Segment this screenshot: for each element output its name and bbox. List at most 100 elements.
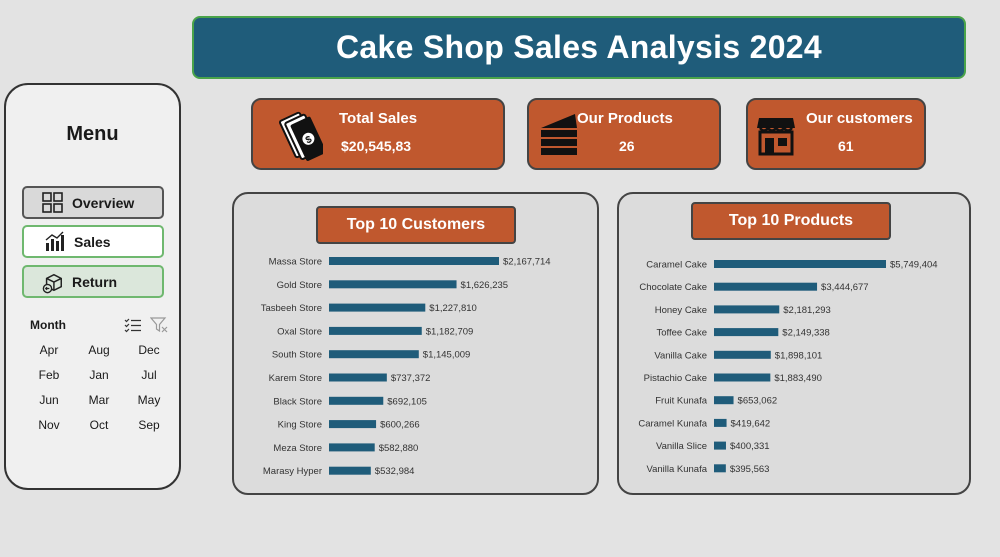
category-label: Vanilla Kunafa: [646, 464, 707, 475]
bar: [329, 280, 457, 289]
value-label: $692,105: [387, 396, 427, 407]
category-label: Fruit Kunafa: [655, 396, 707, 407]
month-item[interactable]: Jul: [141, 368, 157, 382]
our-customers-card: Our customers 61: [746, 98, 926, 170]
total-sales-value: $20,545,83: [341, 138, 412, 154]
category-label: Tasbeeh Store: [261, 303, 322, 314]
our-products-card: Our Products 26: [527, 98, 721, 170]
category-label: Chocolate Cake: [639, 282, 707, 293]
month-item[interactable]: Jan: [89, 368, 109, 382]
sales-button[interactable]: Sales: [22, 225, 164, 258]
value-label: $2,181,293: [783, 305, 831, 316]
value-label: $737,372: [391, 373, 431, 384]
menu-title: Menu: [66, 123, 119, 145]
grid-icon: [42, 191, 64, 214]
value-label: $1,898,101: [775, 350, 823, 361]
category-label: Vanilla Slice: [656, 441, 707, 452]
total-sales-title: Total Sales: [339, 110, 418, 127]
total-sales-card: $ Total Sales $20,545,83: [251, 98, 505, 170]
value-label: $653,062: [738, 396, 778, 407]
our-customers-title: Our customers: [806, 110, 913, 127]
value-label: $600,266: [380, 420, 420, 431]
bar: [329, 326, 422, 335]
month-item[interactable]: Aug: [88, 343, 110, 357]
category-label: Gold Store: [277, 280, 322, 291]
category-label: Meza Store: [273, 443, 322, 454]
month-item[interactable]: Feb: [38, 368, 60, 382]
category-label: Marasy Hyper: [263, 466, 322, 477]
top-products-title: Top 10 Products: [728, 212, 854, 229]
value-label: $419,642: [731, 418, 771, 429]
top-customers-header: Top 10 Customers: [316, 206, 516, 244]
month-slicer-label: Month: [30, 318, 66, 332]
month-item[interactable]: Apr: [39, 343, 59, 357]
store-icon: [756, 114, 796, 161]
top-products-header: Top 10 Products: [691, 202, 891, 240]
bar: [714, 373, 771, 382]
our-customers-value: 61: [838, 138, 854, 154]
bar: [329, 443, 375, 452]
category-label: King Store: [278, 420, 322, 431]
money-icon: $: [277, 108, 327, 167]
value-label: $2,167,714: [503, 257, 551, 268]
return-label: Return: [72, 273, 118, 290]
value-label: $1,883,490: [774, 373, 822, 384]
category-label: Black Store: [273, 396, 322, 407]
bar: [714, 418, 727, 427]
value-label: $395,563: [730, 464, 770, 475]
bar: [714, 464, 726, 473]
bar: [714, 282, 818, 291]
bar: [714, 260, 886, 268]
month-item[interactable]: Nov: [38, 418, 60, 432]
page-title: Cake Shop Sales Analysis 2024: [336, 29, 822, 65]
value-label: $400,331: [730, 441, 770, 452]
bar: [329, 373, 387, 382]
category-label: Massa Store: [269, 257, 322, 268]
top-customers-panel: Massa Store $2,167,714 Gold Store $1,626,23…: [232, 192, 599, 495]
category-label: Pistachio Cake: [644, 373, 707, 384]
bar: [329, 257, 499, 265]
overview-button[interactable]: Overview: [22, 186, 164, 219]
multi-select-icon[interactable]: [124, 317, 142, 333]
category-label: Toffee Cake: [656, 328, 707, 339]
overview-label: Overview: [72, 194, 135, 211]
value-label: $1,145,009: [423, 350, 471, 361]
bar: [714, 305, 780, 314]
bar: [714, 328, 779, 337]
value-label: $1,227,810: [429, 303, 477, 314]
bar: [329, 466, 371, 475]
return-box-icon: [42, 271, 64, 293]
category-label: Karem Store: [269, 373, 322, 384]
bar: [714, 396, 734, 405]
our-products-value: 26: [619, 138, 635, 154]
menu-panel: Menu Overview Sales: [4, 83, 181, 490]
category-label: South Store: [272, 350, 322, 361]
bar: [714, 350, 771, 359]
month-slicer: Apr Aug Dec Feb Jan Jul Jun Mar May Nov …: [24, 343, 174, 432]
category-label: Oxal Store: [277, 326, 322, 337]
month-item[interactable]: Sep: [138, 418, 160, 432]
bar: [329, 420, 377, 429]
value-label: $2,149,338: [782, 328, 830, 339]
svg-text:$: $: [304, 134, 314, 147]
clear-filter-icon[interactable]: [150, 317, 168, 333]
category-label: Caramel Kunafa: [638, 418, 707, 429]
title-banner: Cake Shop Sales Analysis 2024: [192, 16, 966, 79]
our-products-title: Our Products: [577, 110, 673, 127]
value-label: $5,749,404: [890, 260, 938, 271]
bar: [329, 303, 426, 312]
top-products-chart: Caramel Cake $5,749,404 Chocolate Cake $3,4…: [638, 260, 938, 475]
bar: [329, 350, 419, 359]
value-label: $1,626,235: [461, 280, 509, 291]
month-item[interactable]: Dec: [138, 343, 160, 357]
month-item[interactable]: Mar: [88, 393, 110, 407]
bar-chart-icon: [44, 231, 66, 253]
value-label: $3,444,677: [821, 282, 869, 293]
month-item[interactable]: Oct: [89, 418, 109, 432]
value-label: $1,182,709: [426, 326, 474, 337]
month-item[interactable]: Jun: [39, 393, 59, 407]
month-item[interactable]: May: [137, 393, 161, 407]
top-products-panel: Caramel Cake $5,749,404 Chocolate Cake $3,4…: [617, 192, 971, 495]
return-button[interactable]: Return: [22, 265, 164, 298]
bar: [329, 396, 384, 405]
